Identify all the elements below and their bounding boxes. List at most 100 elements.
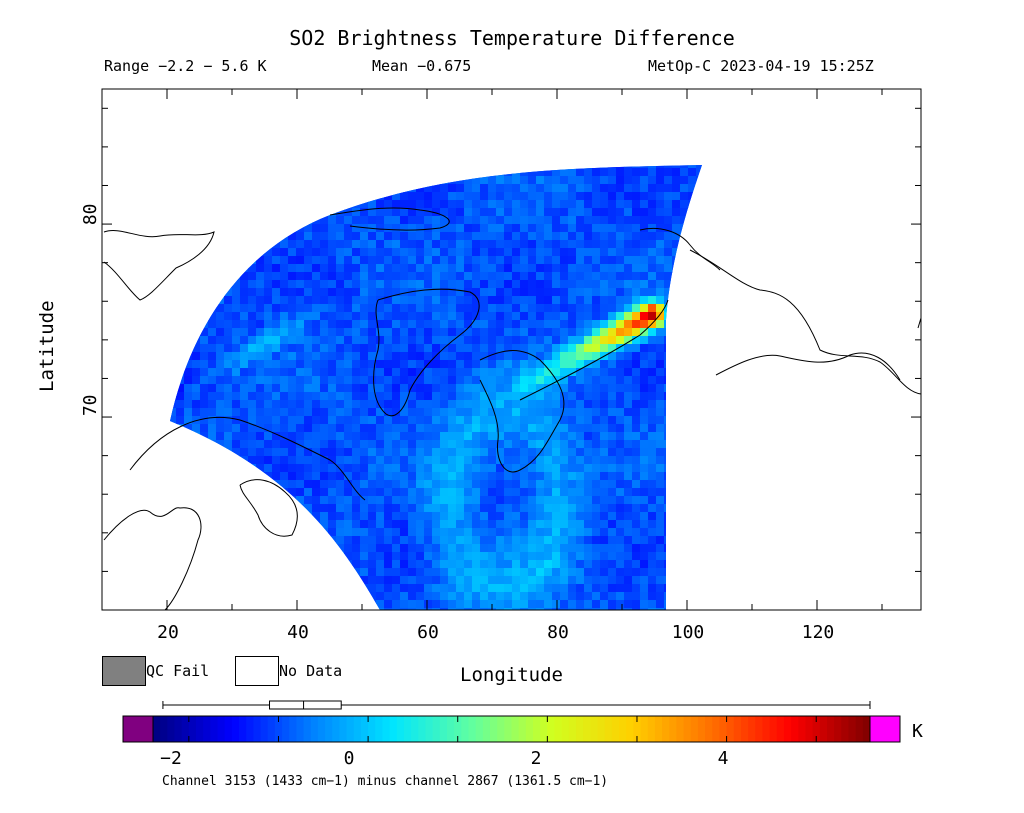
- heatmap-cell: [640, 192, 649, 201]
- heatmap-cell: [264, 488, 273, 497]
- heatmap-cell: [368, 536, 377, 545]
- heatmap-cell: [192, 560, 201, 569]
- heatmap-cell: [328, 600, 337, 609]
- heatmap-cell: [360, 576, 369, 585]
- heatmap-cell: [696, 224, 702, 233]
- heatmap-cell: [696, 576, 702, 585]
- heatmap-cell: [392, 568, 401, 577]
- colorbar-segment: [282, 716, 290, 742]
- heatmap-cell: [216, 360, 225, 369]
- heatmap-cell: [176, 456, 185, 465]
- heatmap-cell: [328, 608, 337, 610]
- heatmap-cell: [424, 200, 433, 209]
- heatmap-cell: [328, 376, 337, 385]
- heatmap-cell: [336, 264, 345, 273]
- heatmap-cell: [480, 400, 489, 409]
- heatmap-cell: [400, 568, 409, 577]
- heatmap-cell: [480, 408, 489, 417]
- heatmap-cell: [640, 184, 649, 193]
- heatmap-cell: [672, 448, 681, 457]
- heatmap-cell: [472, 416, 481, 425]
- heatmap-cell: [170, 552, 177, 561]
- heatmap-cell: [560, 408, 569, 417]
- heatmap-cell: [672, 480, 681, 489]
- heatmap-cell: [192, 224, 201, 233]
- heatmap-cell: [232, 192, 241, 201]
- heatmap-cell: [336, 584, 345, 593]
- heatmap-cell: [656, 248, 665, 257]
- heatmap-cell: [200, 232, 209, 241]
- heatmap-cell: [680, 360, 689, 369]
- heatmap-cell: [488, 544, 497, 553]
- colorbar-segment: [325, 716, 333, 742]
- heatmap-cell: [488, 416, 497, 425]
- heatmap-cell: [504, 544, 513, 553]
- heatmap-cell: [344, 528, 353, 537]
- heatmap-cell: [176, 368, 185, 377]
- heatmap-cell: [536, 224, 545, 233]
- heatmap-cell: [592, 464, 601, 473]
- heatmap-cell: [176, 232, 185, 241]
- heatmap-cell: [240, 288, 249, 297]
- heatmap-cell: [192, 344, 201, 353]
- heatmap-cell: [368, 184, 377, 193]
- heatmap-cell: [392, 600, 401, 609]
- heatmap-cell: [584, 328, 593, 337]
- heatmap-cell: [240, 296, 249, 305]
- heatmap-cell: [208, 296, 217, 305]
- heatmap-cell: [288, 216, 297, 225]
- heatmap-cell: [568, 464, 577, 473]
- heatmap-cell: [424, 456, 433, 465]
- heatmap-cell: [264, 176, 273, 185]
- heatmap-cell: [688, 408, 697, 417]
- heatmap-cell: [208, 368, 217, 377]
- heatmap-cell: [248, 408, 257, 417]
- heatmap-cell: [208, 336, 217, 345]
- heatmap-cell: [280, 440, 289, 449]
- heatmap-cell: [544, 264, 553, 273]
- heatmap-cell: [504, 192, 513, 201]
- heatmap-cell: [544, 376, 553, 385]
- heatmap-cell: [440, 488, 449, 497]
- heatmap-cell: [392, 336, 401, 345]
- heatmap-cell: [480, 248, 489, 257]
- heatmap-cell: [432, 448, 441, 457]
- heatmap-cell: [360, 440, 369, 449]
- heatmap-cell: [392, 504, 401, 513]
- heatmap-cell: [288, 192, 297, 201]
- heatmap-cell: [352, 576, 361, 585]
- heatmap-cell: [256, 168, 265, 177]
- heatmap-cell: [512, 520, 521, 529]
- heatmap-cell: [400, 256, 409, 265]
- heatmap-cell: [280, 496, 289, 505]
- heatmap-cell: [664, 520, 673, 529]
- colorbar-segment: [475, 716, 484, 742]
- heatmap-cell: [344, 536, 353, 545]
- heatmap-cell: [536, 608, 545, 610]
- heatmap-cell: [248, 256, 257, 265]
- heatmap-cell: [408, 560, 417, 569]
- heatmap-cell: [480, 208, 489, 217]
- colorbar-segment: [619, 716, 627, 742]
- heatmap-cell: [328, 280, 337, 289]
- heatmap-cell: [464, 165, 473, 169]
- heatmap-cell: [184, 488, 193, 497]
- heatmap-cell: [328, 176, 337, 185]
- heatmap-cell: [376, 512, 385, 521]
- heatmap-cell: [400, 216, 409, 225]
- heatmap-cell: [328, 272, 337, 281]
- heatmap-cell: [344, 248, 353, 257]
- heatmap-cell: [288, 320, 297, 329]
- heatmap-cell: [664, 440, 673, 449]
- heatmap-cell: [208, 584, 217, 593]
- heatmap-cell: [328, 400, 337, 409]
- heatmap-cell: [408, 256, 417, 265]
- heatmap-cell: [528, 520, 537, 529]
- heatmap-cell: [320, 464, 329, 473]
- heatmap-cell: [200, 304, 209, 313]
- heatmap-cell: [512, 360, 521, 369]
- heatmap-cell: [560, 528, 569, 537]
- heatmap-cell: [368, 408, 377, 417]
- heatmap-cell: [632, 288, 641, 297]
- heatmap-cell: [440, 248, 449, 257]
